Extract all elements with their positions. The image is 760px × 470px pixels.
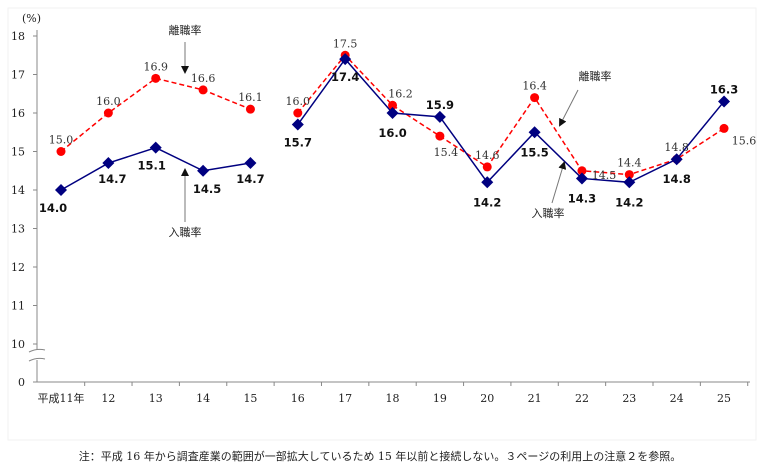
y-tick-label: 16 [11, 107, 25, 120]
data-label: 15.6 [732, 134, 757, 147]
entry-rate-point [670, 153, 683, 166]
data-label: 15.0 [49, 134, 74, 147]
x-tick-label: 17 [338, 392, 352, 405]
data-label: 14.2 [473, 195, 501, 209]
x-tick-label: 15 [243, 392, 257, 405]
entry-rate-point [528, 126, 541, 139]
annotation-arrow-icon [559, 89, 579, 127]
y-tick-label: 10 [11, 338, 25, 351]
line-chart: (%) 0 10 11 12 13 14 15 16 17 18 平成11年 12 13 14 15 16 17… [7, 7, 757, 441]
data-label: 14.8 [664, 141, 689, 154]
data-label: 17.5 [333, 37, 358, 50]
data-label: 15.4 [434, 146, 459, 159]
separation-rate-point [482, 162, 492, 172]
x-tick-label: 12 [101, 392, 115, 405]
x-tick-label: 19 [433, 392, 447, 405]
data-label: 14.7 [236, 172, 264, 186]
y-tick-label: 17 [11, 69, 25, 82]
annotation-arrow-icon [551, 161, 567, 204]
separation-rate-point [530, 93, 540, 103]
x-tick-label: 18 [386, 392, 400, 405]
y-tick-label: 13 [11, 223, 25, 236]
series-annotation: 離職率 [169, 23, 202, 37]
x-tick-label: 14 [196, 392, 210, 405]
entry-rate-point [623, 176, 636, 189]
series-annotation: 入職率 [169, 225, 202, 239]
data-label: 14.5 [193, 182, 221, 196]
data-label: 16.0 [286, 95, 311, 108]
y-tick-label: 15 [11, 146, 25, 159]
data-label: 16.4 [522, 80, 547, 93]
data-label: 16.3 [710, 82, 738, 96]
y-unit-label: (%) [22, 12, 41, 25]
series-annotation: 入職率 [532, 206, 565, 220]
data-label: 14.7 [98, 172, 126, 186]
separation-rate-point [577, 166, 587, 176]
data-label: 14.4 [617, 157, 642, 170]
separation-rate-point [198, 85, 208, 95]
data-label: 16.0 [96, 95, 121, 108]
series-annotation: 離職率 [579, 69, 612, 83]
footnote: 注：平成 16 年から調査産業の範囲が一部拡大しているため 15 年以前と接続し… [78, 450, 682, 463]
entry-rate-point [575, 172, 588, 185]
separation-rate-point [388, 100, 398, 110]
entry-rate-line [297, 57, 725, 184]
y-tick-label: 14 [11, 184, 25, 197]
entry-rate-point [481, 176, 494, 189]
chart-frame [7, 7, 757, 441]
separation-rate-point [435, 131, 445, 141]
separation-rate-point [624, 170, 634, 180]
separation-rate-point [103, 108, 113, 118]
y-tick-label: 0 [18, 376, 25, 389]
entry-rate-point [102, 157, 115, 170]
entry-rate-point [339, 53, 352, 66]
data-label: 17.4 [331, 70, 359, 84]
separation-rate-line [297, 54, 725, 176]
data-label: 14.3 [568, 191, 596, 205]
data-label: 16.2 [388, 87, 413, 100]
entry-rate-point [149, 141, 162, 154]
entry-rate-point [244, 157, 257, 170]
x-tick-label: 平成11年 [38, 391, 85, 405]
entry-rate-point [433, 110, 446, 123]
separation-rate-point [293, 108, 303, 118]
separation-rate-line [60, 77, 251, 153]
x-tick-label: 23 [622, 392, 636, 405]
data-label: 14.5 [592, 169, 617, 182]
x-tick-label: 22 [575, 392, 589, 405]
separation-rate-point [151, 73, 161, 83]
y-tick-label: 11 [11, 300, 25, 313]
entry-rate-point [386, 107, 399, 119]
axis-break-icon [28, 348, 46, 362]
data-label: 16.1 [238, 91, 263, 104]
data-label: 14.8 [662, 172, 690, 186]
data-label: 15.7 [284, 136, 312, 150]
data-label: 15.1 [138, 159, 166, 173]
entry-rate-point [55, 184, 67, 196]
data-label: 16.6 [191, 72, 216, 85]
data-label: 14.2 [615, 195, 643, 209]
data-label: 14.0 [39, 201, 67, 215]
y-tick-label: 12 [11, 261, 25, 274]
data-label: 14.6 [475, 149, 500, 162]
separation-rate-point [719, 123, 729, 133]
y-tick-label: 18 [11, 30, 25, 43]
x-tick-label: 21 [528, 392, 542, 405]
entry-rate-point [197, 164, 210, 177]
x-tick-label: 25 [717, 392, 731, 405]
x-tick-label: 16 [291, 392, 305, 405]
separation-rate-point [56, 147, 66, 156]
x-tick-label: 13 [149, 392, 163, 405]
entry-rate-point [291, 118, 304, 131]
data-label: 15.9 [426, 98, 454, 112]
data-label: 16.0 [378, 126, 406, 140]
separation-rate-point [245, 104, 255, 114]
entry-rate-point [718, 95, 731, 108]
data-label: 15.5 [520, 145, 548, 159]
x-tick-label: 20 [480, 392, 494, 405]
x-tick-label: 24 [670, 392, 684, 405]
data-label: 16.9 [143, 60, 168, 73]
